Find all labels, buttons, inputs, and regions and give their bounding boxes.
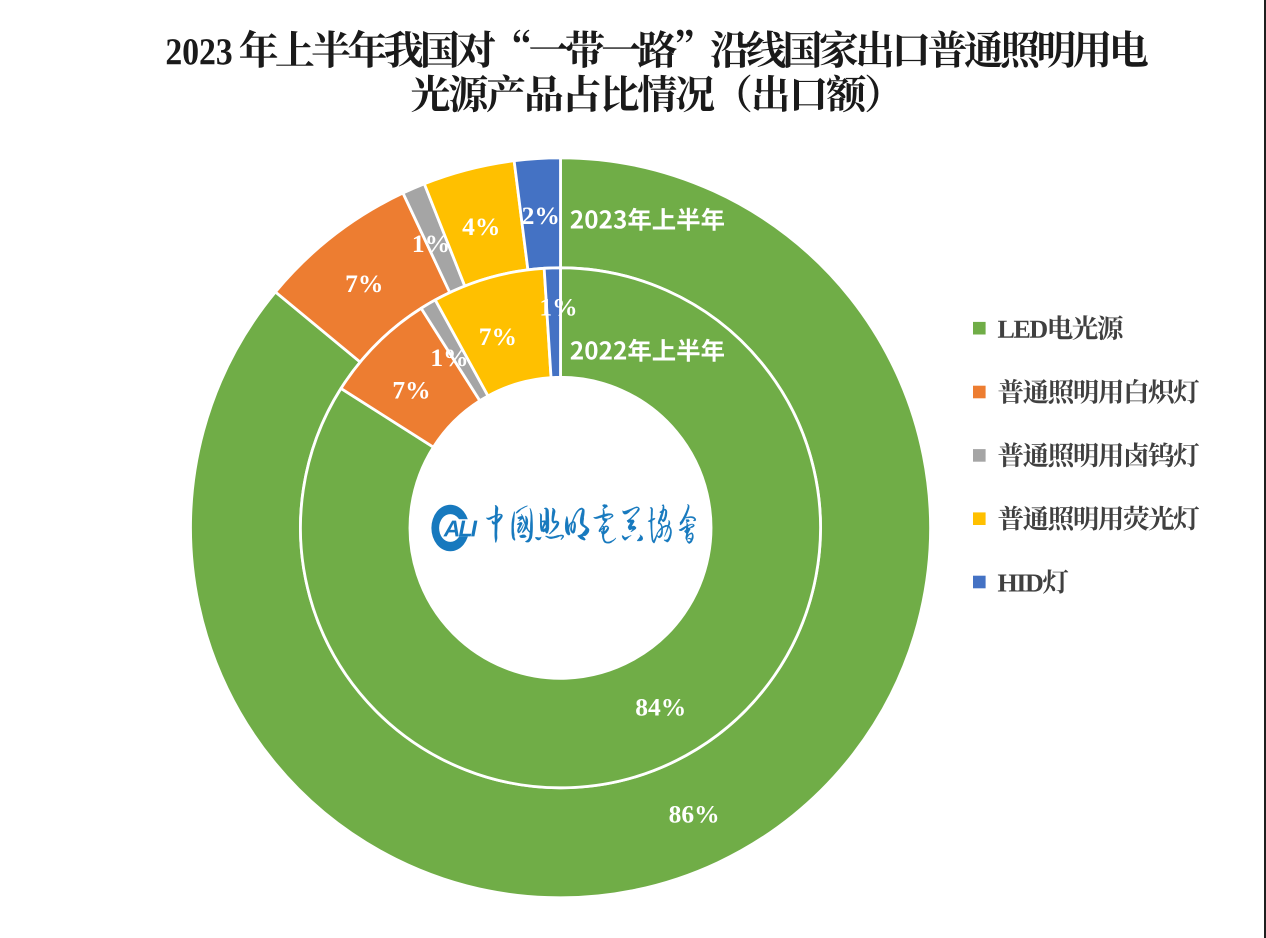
svg-text:7%: 7% (345, 269, 383, 298)
svg-text:2%: 2% (522, 201, 560, 230)
svg-text:1%: 1% (539, 293, 577, 322)
svg-text:7%: 7% (479, 322, 517, 351)
svg-text:1%: 1% (412, 229, 450, 258)
svg-text:1%: 1% (430, 343, 468, 372)
svg-text:7%: 7% (392, 376, 430, 405)
svg-text:86%: 86% (669, 800, 720, 829)
svg-text:4%: 4% (462, 212, 500, 241)
svg-text:84%: 84% (635, 692, 686, 721)
